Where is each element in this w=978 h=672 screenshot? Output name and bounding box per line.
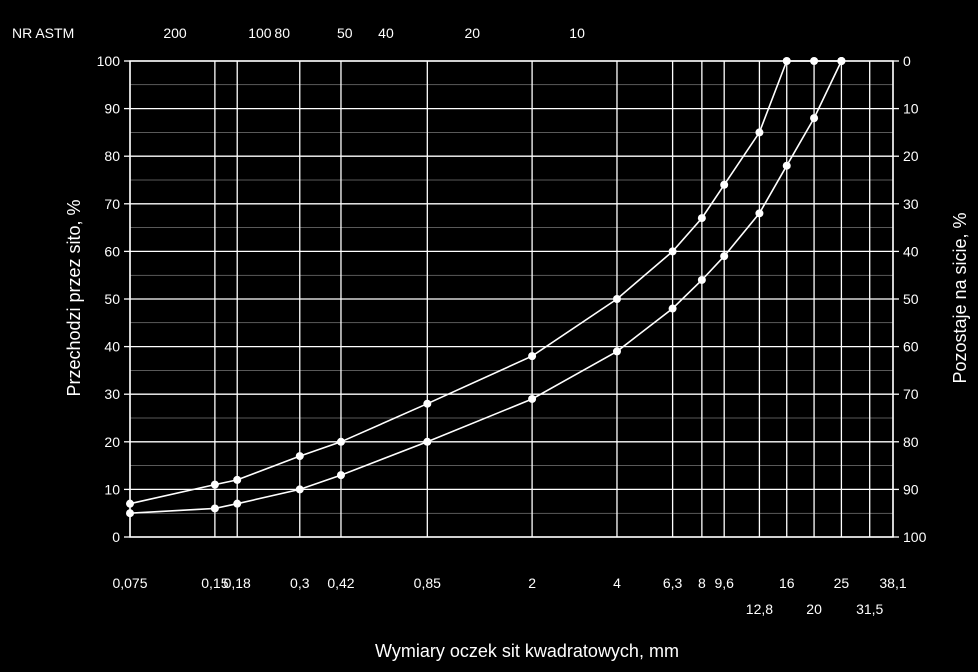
y-tick-label-left: 70: [104, 196, 120, 212]
y-tick-label-left: 100: [97, 53, 121, 69]
y-tick-label-right: 20: [903, 148, 919, 164]
x-tick-label-second-row: 31,5: [856, 601, 883, 617]
y-tick-label-left: 30: [104, 386, 120, 402]
x-tick-label: 0,42: [327, 575, 354, 591]
astm-tick-label: 10: [569, 25, 585, 41]
series-point-1: [697, 214, 706, 223]
x-tick-label-second-row: 20: [806, 601, 822, 617]
series-point-2: [336, 471, 345, 480]
series-point-1: [126, 499, 134, 508]
series-group: [126, 57, 846, 518]
series-point-2: [810, 114, 819, 123]
y-tick-label-right: 0: [903, 53, 911, 69]
series-point-1: [668, 247, 677, 256]
y-tick-label-left: 90: [104, 101, 120, 117]
x-tick-label: 6,3: [663, 575, 683, 591]
x-axis-label: Wymiary oczek sit kwadratowych, mm: [375, 641, 679, 661]
y-tick-label-left: 20: [104, 434, 120, 450]
series-point-2: [668, 304, 677, 313]
y-tick-label-left: 0: [112, 529, 120, 545]
y-tick-label-right: 80: [903, 434, 919, 450]
x-tick-label: 38,1: [879, 575, 906, 591]
x-tick-label: 0,3: [290, 575, 310, 591]
series-point-2: [612, 347, 621, 356]
y-axis-label-right: Pozostaje na sicie, %: [950, 212, 970, 383]
x-tick-label: 2: [528, 575, 536, 591]
y-tick-label-right: 90: [903, 481, 919, 497]
x-tick-label: 8: [698, 575, 706, 591]
series-point-2: [720, 252, 729, 261]
x-tick-label: 16: [779, 575, 795, 591]
y-tick-label-right: 100: [903, 529, 927, 545]
series-point-1: [782, 57, 791, 65]
series-point-2: [755, 209, 764, 218]
series-point-1: [612, 295, 621, 303]
series-point-2: [528, 394, 537, 403]
series-point-2: [837, 57, 846, 65]
x-tick-label: 0,15: [201, 575, 228, 591]
y-tick-label-left: 80: [104, 148, 120, 164]
astm-tick-label: 20: [465, 25, 481, 41]
y-tick-label-right: 70: [903, 386, 919, 402]
y-tick-label-right: 60: [903, 339, 919, 355]
x-tick-label: 25: [834, 575, 850, 591]
series-point-2: [233, 499, 242, 508]
astm-tick-label: 80: [274, 25, 290, 41]
series-point-1: [755, 128, 764, 137]
astm-label: NR ASTM: [12, 25, 74, 41]
y-tick-label-right: 40: [903, 243, 919, 259]
series-point-1: [295, 452, 304, 461]
series-point-2: [126, 509, 134, 518]
y-tick-label-right: 50: [903, 291, 919, 307]
x-tick-label: 0,075: [112, 575, 147, 591]
labels-group: NR ASTM Wymiary oczek sit kwadratowych, …: [12, 25, 970, 661]
series-point-2: [423, 437, 432, 446]
series-point-2: [295, 485, 304, 494]
series-point-1: [810, 57, 819, 65]
grid: [124, 60, 899, 538]
series-point-2: [697, 275, 706, 284]
series-point-2: [210, 504, 219, 513]
x-tick-label-second-row: 12,8: [746, 601, 773, 617]
series-point-1: [423, 399, 432, 408]
y-tick-label-left: 60: [104, 243, 120, 259]
y-tick-label-left: 50: [104, 291, 120, 307]
series-point-1: [528, 352, 537, 361]
x-tick-label: 0,18: [224, 575, 251, 591]
x-tick-label: 0,85: [414, 575, 441, 591]
x-tick-label: 4: [613, 575, 621, 591]
y-tick-label-right: 10: [903, 101, 919, 117]
astm-tick-label: 40: [378, 25, 394, 41]
series-point-1: [336, 437, 345, 446]
y-tick-label-left: 10: [104, 481, 120, 497]
astm-tick-label: 100: [248, 25, 272, 41]
x-tick-label: 9,6: [714, 575, 734, 591]
astm-tick-label: 200: [163, 25, 187, 41]
y-tick-label-left: 40: [104, 339, 120, 355]
series-point-2: [782, 161, 791, 170]
series-point-1: [720, 180, 729, 189]
series-point-1: [210, 480, 219, 489]
astm-tick-label: 50: [337, 25, 353, 41]
series-point-1: [233, 475, 242, 484]
y-axis-label-left: Przechodzi przez sito, %: [64, 199, 84, 396]
y-tick-label-right: 30: [903, 196, 919, 212]
